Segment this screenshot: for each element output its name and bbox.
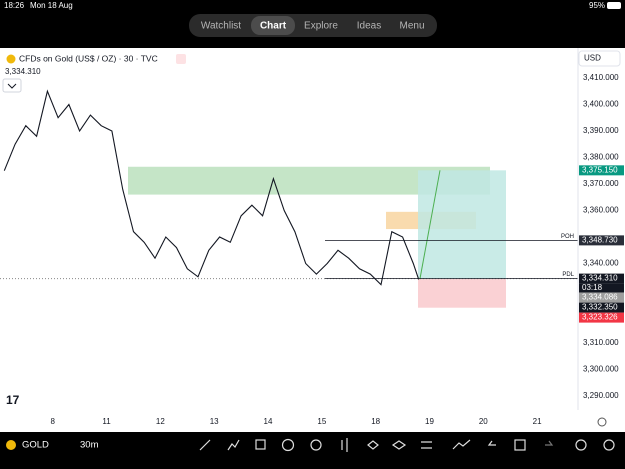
layouts[interactable] xyxy=(255,439,266,450)
symbol-badge[interactable] xyxy=(176,54,186,64)
x-tick-label: 15 xyxy=(317,417,326,426)
countdown-bg xyxy=(579,283,624,293)
add[interactable] xyxy=(281,438,295,452)
snapshot[interactable] xyxy=(575,439,587,451)
plot: 3,410.000 3,400.000 3,390.000 3,380.000 3,37… xyxy=(0,73,624,426)
price-line xyxy=(3,89,420,286)
price-tag xyxy=(579,165,624,176)
x-tick-label: 12 xyxy=(156,417,165,426)
x-tick-label: 8 xyxy=(51,417,56,426)
x-tick-label: 14 xyxy=(264,417,273,426)
position-profit xyxy=(418,170,506,279)
layers[interactable] xyxy=(391,440,407,450)
price-tag xyxy=(579,292,624,303)
nav-tab[interactable]: Ideas xyxy=(357,21,381,32)
currency: USD xyxy=(584,54,601,63)
price-tag-label: 3,334.310 xyxy=(582,274,618,283)
chart-type[interactable] xyxy=(341,438,348,452)
x-tick-label: 18 xyxy=(371,417,380,426)
price-tag-label: 3,375.150 xyxy=(582,165,618,174)
price-tag-label: 3,332.350 xyxy=(582,303,618,312)
y-tick-label: 3,390.000 xyxy=(583,126,619,135)
price-tag xyxy=(579,312,624,323)
price-tag xyxy=(579,302,624,313)
undo[interactable] xyxy=(487,440,496,446)
replay[interactable] xyxy=(367,440,379,450)
price-tag-label: 3,334.086 xyxy=(582,293,618,302)
level-name: POH xyxy=(561,234,574,240)
y-tick-label: 3,400.000 xyxy=(583,100,619,109)
price-tag-label: 3,348.730 xyxy=(582,235,618,244)
indicators[interactable] xyxy=(227,439,240,451)
nav-tab[interactable]: Chart xyxy=(260,21,287,32)
nav-tab[interactable]: Watchlist xyxy=(201,21,241,32)
more[interactable] xyxy=(603,439,615,451)
nav-tab[interactable]: Menu xyxy=(399,21,424,32)
nav-bar xyxy=(189,14,437,37)
settings-icon[interactable] xyxy=(597,417,607,427)
price-tag xyxy=(579,235,624,246)
expand-button[interactable] xyxy=(2,78,22,93)
y-tick-label: 3,300.000 xyxy=(583,365,619,374)
x-tick-label: 19 xyxy=(425,417,434,426)
fullscreen[interactable] xyxy=(514,439,526,451)
countdown: 03:18 xyxy=(582,283,603,292)
chevron xyxy=(7,83,17,89)
draw-tool[interactable] xyxy=(199,439,211,451)
x-tick-label: 21 xyxy=(533,417,542,426)
redo[interactable] xyxy=(545,440,554,446)
toolbar-symbol[interactable]: GOLD xyxy=(22,440,49,451)
symbol-icon xyxy=(6,440,16,450)
currency-button[interactable] xyxy=(578,50,621,67)
nav-selected xyxy=(251,16,295,35)
status-date: Mon 18 Aug xyxy=(30,1,73,10)
level-name: PDL xyxy=(562,272,574,278)
compare[interactable] xyxy=(452,439,471,450)
tv-logo: 17 xyxy=(6,393,20,407)
y-tick-label: 3,310.000 xyxy=(583,338,619,347)
symbol-icon xyxy=(6,54,16,64)
battery-level: 95% xyxy=(589,1,605,10)
y-tick-label: 3,380.000 xyxy=(583,153,619,162)
last-price: 3,334.310 xyxy=(5,67,41,76)
y-tick-label: 3,290.000 xyxy=(583,391,619,400)
y-tick-label: 3,360.000 xyxy=(583,206,619,215)
x-tick-label: 13 xyxy=(210,417,219,426)
price-tag-label: 3,323.326 xyxy=(582,313,618,322)
settings[interactable] xyxy=(421,441,432,449)
x-tick-label: 11 xyxy=(102,417,111,426)
y-tick-label: 3,410.000 xyxy=(583,73,619,82)
trade-arrow xyxy=(419,170,441,279)
nav-tab[interactable]: Explore xyxy=(304,21,338,32)
nav-tabs: Watchlist Chart Explore Ideas Menu xyxy=(201,21,425,32)
alert[interactable] xyxy=(310,439,322,451)
battery-icon xyxy=(607,2,621,9)
y-tick-label: 3,340.000 xyxy=(583,259,619,268)
y-tick-label: 3,370.000 xyxy=(583,179,619,188)
toolbar-interval[interactable]: 30m xyxy=(80,440,99,451)
toolbar-icons xyxy=(199,438,615,452)
status-time: 18:26 xyxy=(4,1,25,10)
position-loss xyxy=(418,278,506,308)
x-tick-label: 20 xyxy=(479,417,488,426)
symbol-title: CFDs on Gold (US$ / OZ) · 30 · TVC xyxy=(19,53,158,63)
price-tag xyxy=(579,273,624,284)
